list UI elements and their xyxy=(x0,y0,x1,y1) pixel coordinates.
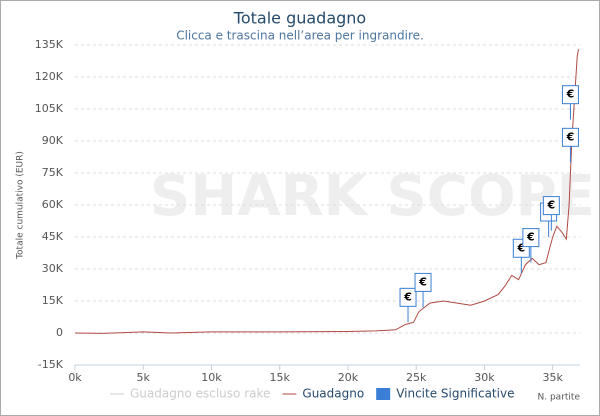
flag-box xyxy=(522,228,540,248)
y-axis-label: Totale cumulativo (EUR) xyxy=(16,151,26,260)
x-tick-label: 25k xyxy=(406,371,427,384)
flag: € xyxy=(561,85,579,120)
flag: € xyxy=(561,127,579,163)
flag-label: € xyxy=(566,130,575,143)
chart-title: Totale guadagno xyxy=(233,9,366,28)
x-tick-label: 35k xyxy=(543,371,564,384)
legend-label: Guadagno xyxy=(302,387,364,401)
flag-label: € xyxy=(526,231,535,244)
chart-subtitle: Clicca e trascina nell’area per ingrandi… xyxy=(176,29,424,43)
x-tick-label: 15k xyxy=(270,371,291,384)
y-tick-label: 0 xyxy=(56,326,63,339)
flag-label: € xyxy=(547,199,556,212)
y-tick-label: 120K xyxy=(35,70,64,83)
y-tick-label: -15K xyxy=(38,358,64,371)
y-tick-label: 60K xyxy=(42,198,64,211)
y-tick-label: 30K xyxy=(42,262,64,275)
flag: € xyxy=(399,287,417,323)
y-tick-label: 135K xyxy=(35,38,64,51)
flag-box xyxy=(399,287,417,307)
line xyxy=(74,49,580,334)
y-tick-label: 90K xyxy=(42,134,64,147)
legend-item[interactable]: Vincite Significative xyxy=(376,387,514,401)
flag-box xyxy=(414,272,432,292)
flag-label: € xyxy=(516,241,525,254)
flag-label: € xyxy=(403,290,412,303)
y-tick-label: 45K xyxy=(42,230,64,243)
y-tick-label: 75K xyxy=(42,166,64,179)
flag: € xyxy=(522,228,540,263)
legend-label: Vincite Significative xyxy=(396,387,514,401)
y-tick-label: 105K xyxy=(35,102,64,115)
flag-box xyxy=(561,85,579,105)
x-tick-label: 5k xyxy=(137,371,151,384)
watermark: SHARK SCOPE xyxy=(150,164,595,229)
flag: € xyxy=(542,196,560,231)
flag: € xyxy=(414,272,432,308)
y-tick-label: 15K xyxy=(42,294,64,307)
legend-item[interactable]: Guadagno escluso rake xyxy=(110,387,270,401)
legend-item[interactable]: Guadagno xyxy=(282,387,364,401)
x-tick-label: 10k xyxy=(201,371,222,384)
flag-box xyxy=(542,196,560,216)
x-axis-label: N. partite xyxy=(538,393,581,403)
x-tick-label: 30k xyxy=(474,371,495,384)
flag-box xyxy=(561,127,579,147)
x-tick-label: 0k xyxy=(68,371,82,384)
x-tick-label: 20k xyxy=(338,371,359,384)
flag-label: € xyxy=(418,275,427,288)
flag-label: € xyxy=(566,88,575,101)
legend-swatch xyxy=(376,388,391,400)
legend-label: Guadagno escluso rake xyxy=(130,387,270,401)
